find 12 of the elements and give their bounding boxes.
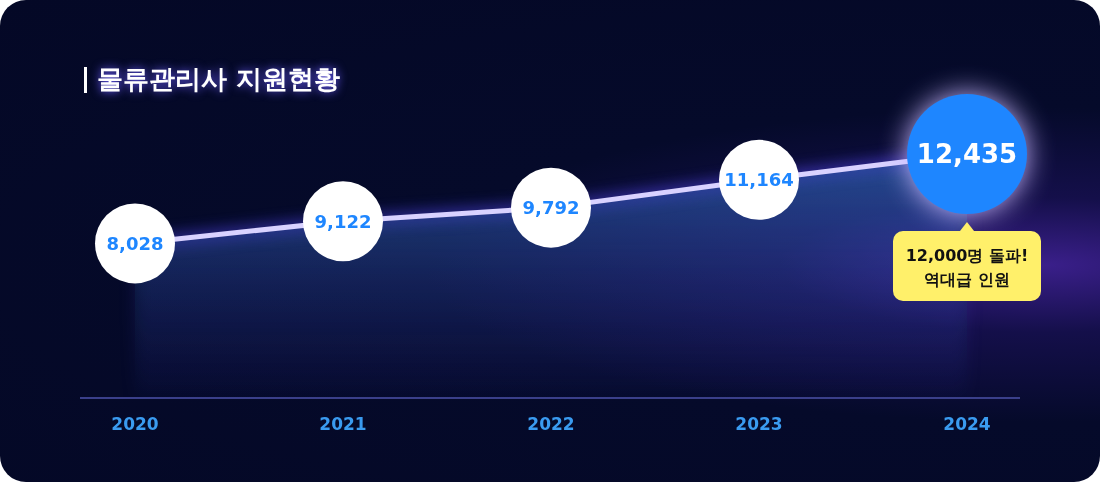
x-tick-label: 2020 xyxy=(111,414,159,435)
annotation: 12,000명 돌파! 역대급 인원 xyxy=(905,245,1029,289)
data-label: 11,164 xyxy=(724,169,794,191)
data-label: 12,435 xyxy=(916,139,1018,170)
data-label: 8,028 xyxy=(106,232,164,254)
x-tick-label: 2024 xyxy=(943,414,991,435)
x-tick-label: 2022 xyxy=(527,414,575,435)
data-label: 9,122 xyxy=(314,210,372,232)
data-label: 9,792 xyxy=(522,197,580,219)
chart-title: 물류관리사 지원현황 xyxy=(97,63,341,96)
x-tick-label: 2023 xyxy=(735,414,783,435)
x-tick-label: 2021 xyxy=(319,414,367,435)
